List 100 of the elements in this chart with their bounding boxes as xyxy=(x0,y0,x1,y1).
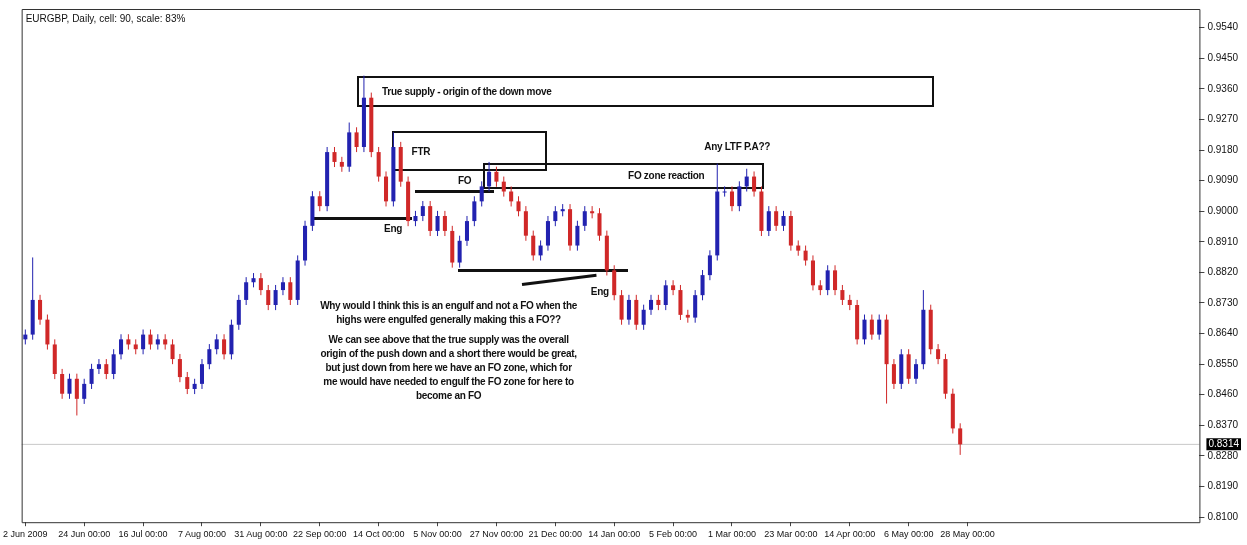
candlestick xyxy=(288,276,293,306)
y-tick-label: 0.9090 xyxy=(1207,174,1239,186)
y-tick-label: 0.9540 xyxy=(1207,21,1239,33)
candlestick xyxy=(538,239,543,261)
annotation: Any LTF P.A?? xyxy=(703,139,772,154)
candlestick xyxy=(781,210,786,232)
y-tick-label: 0.9000 xyxy=(1207,204,1239,216)
y-tick-label: 0.9360 xyxy=(1207,82,1239,94)
ref-line-label: 0.8314 xyxy=(1208,438,1240,450)
candlestick xyxy=(89,363,94,390)
y-tick-label: 0.9270 xyxy=(1207,113,1239,125)
candlestick xyxy=(148,329,153,351)
x-tick-label: 6 May 00:00 xyxy=(883,529,934,540)
candlestick xyxy=(60,368,65,400)
candlestick xyxy=(744,168,749,193)
candlestick xyxy=(457,235,462,269)
candlestick xyxy=(913,358,919,385)
candlestick xyxy=(420,200,425,222)
y-tick-label: 0.8100 xyxy=(1207,510,1239,522)
annotation: FO xyxy=(457,174,472,189)
candlestick xyxy=(464,215,470,247)
candlestick xyxy=(877,314,882,341)
candlestick xyxy=(833,264,838,296)
y-tick-label: 0.8730 xyxy=(1207,296,1239,308)
candlestick xyxy=(435,210,440,237)
candlestick xyxy=(339,156,344,173)
candlestick xyxy=(104,358,109,380)
x-tick-label: 21 Dec 00:00 xyxy=(528,529,583,540)
annotation: FTR xyxy=(411,144,431,159)
y-tick-label: 0.8550 xyxy=(1207,357,1239,369)
candlestick xyxy=(487,161,492,193)
candlestick xyxy=(501,176,506,198)
candlestick xyxy=(700,269,705,301)
candlestick xyxy=(737,180,742,212)
candlestick xyxy=(891,358,896,390)
x-tick-label: 1 Mar 00:00 xyxy=(707,529,756,540)
candlestick xyxy=(774,205,779,232)
candlestick xyxy=(825,264,830,296)
candlestick xyxy=(74,373,79,416)
candlestick xyxy=(641,304,646,331)
y-tick-label: 0.8190 xyxy=(1207,480,1239,492)
x-tick-label: 5 Nov 00:00 xyxy=(413,529,462,540)
annotation: True supply - origin of the down move xyxy=(382,85,552,100)
candlestick xyxy=(273,284,278,311)
candlestick xyxy=(332,146,337,168)
y-tick-label: 0.8280 xyxy=(1207,449,1239,461)
annotation: We can see above that the true supply was the overall origin of the push down and a short there would be great, but just down from here we have an FO zone, which for me would have needed to engulf the FO zone for here to become an FO xyxy=(319,332,578,403)
candlestick xyxy=(958,422,963,456)
x-tick-label: 5 Feb 00:00 xyxy=(649,529,698,540)
candlestick xyxy=(766,205,771,237)
candlestick xyxy=(442,210,447,237)
candlestick xyxy=(869,314,874,341)
x-tick-label: 14 Apr 00:00 xyxy=(824,529,876,540)
candlestick xyxy=(199,358,205,390)
x-tick-label: 22 Sep 00:00 xyxy=(292,529,347,540)
x-tick-label: 23 Mar 00:00 xyxy=(764,529,818,540)
candlestick xyxy=(840,284,845,306)
candlestick xyxy=(258,272,263,296)
y-tick-label: 0.8910 xyxy=(1207,235,1239,247)
annotation: Eng xyxy=(384,222,403,236)
candlestick xyxy=(317,190,322,212)
candlestick xyxy=(266,284,271,311)
x-tick-label: 14 Oct 00:00 xyxy=(352,529,405,540)
candlestick xyxy=(707,249,712,281)
candlestick xyxy=(648,294,654,316)
annotation: FO zone reaction xyxy=(627,169,706,184)
candlestick xyxy=(553,205,558,227)
candlestick xyxy=(722,185,727,198)
candlestick xyxy=(494,166,499,188)
candlestick xyxy=(280,276,285,296)
y-tick-label: 0.9450 xyxy=(1207,52,1239,64)
candlestick xyxy=(185,371,190,395)
candlestick xyxy=(472,195,477,227)
x-tick-label: 24 Jun 00:00 xyxy=(58,529,111,540)
candlestick xyxy=(141,329,146,355)
candlestick xyxy=(67,373,72,400)
candlestick xyxy=(170,338,175,365)
candlestick xyxy=(582,205,587,232)
annotation: Why would I think this is an engulf and not a FO when the highs were engulfed generally making this a FO?? xyxy=(319,299,578,328)
x-tick-label: 27 Nov 00:00 xyxy=(469,529,524,540)
candlestick xyxy=(936,343,941,365)
candlestick xyxy=(244,276,249,306)
annotation: Eng xyxy=(590,285,609,300)
candlestick xyxy=(803,245,808,267)
x-tick-label: 14 Jan 00:00 xyxy=(588,529,641,540)
x-tick-label: 2 Jun 2009 xyxy=(3,529,48,540)
candlestick xyxy=(82,378,87,405)
x-tick-label: 31 Aug 00:00 xyxy=(234,529,288,540)
candlestick xyxy=(862,314,867,345)
candlestick xyxy=(671,279,676,296)
candlestick xyxy=(214,333,219,355)
y-tick-label: 0.8640 xyxy=(1207,327,1239,339)
candlestick xyxy=(177,353,182,383)
candlestick xyxy=(590,205,595,219)
candlestick xyxy=(354,126,359,153)
chart-title: EURGBP, Daily, cell: 90, scale: 83% xyxy=(25,13,186,24)
candlestick xyxy=(626,294,631,326)
candlestick xyxy=(752,170,757,198)
y-tick-label: 0.8460 xyxy=(1207,388,1239,400)
x-tick-label: 16 Jul 00:00 xyxy=(118,529,168,540)
